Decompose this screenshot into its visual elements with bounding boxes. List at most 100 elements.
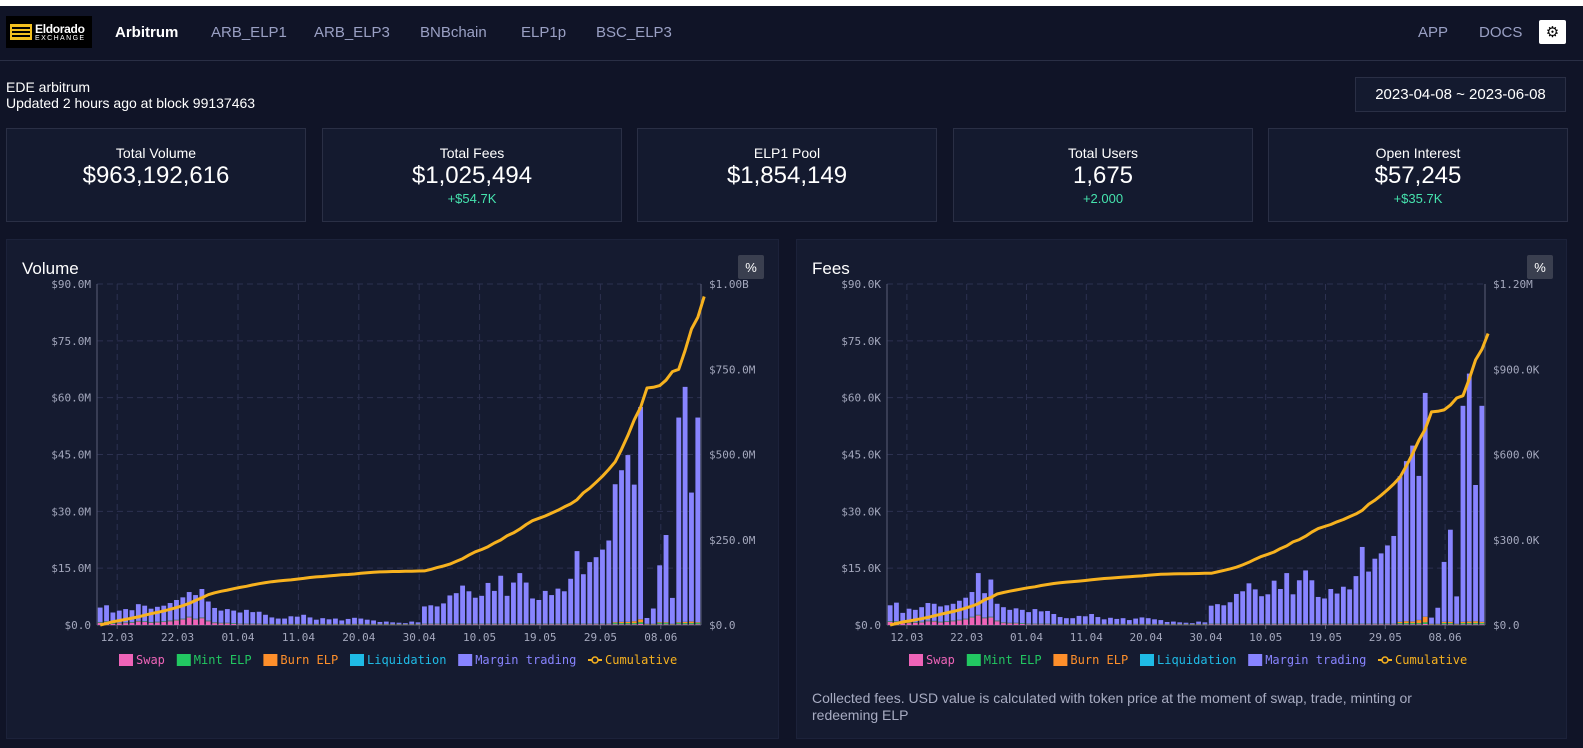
bar-swap [1347, 624, 1353, 625]
bar-swap [574, 624, 580, 625]
legend-label: Cumulative [1395, 653, 1467, 667]
bar-swap [1233, 624, 1239, 625]
chart-title: Volume [22, 259, 79, 278]
bar-burn-elp [1403, 621, 1409, 624]
bar-swap [1246, 624, 1252, 625]
bar-swap [638, 623, 644, 625]
nav-link-arbitrum[interactable]: Arbitrum [115, 24, 179, 41]
bar-margin-trading [1013, 608, 1019, 623]
x-tick-label: 08.06 [1429, 631, 1462, 644]
bar-margin-trading [1259, 596, 1264, 624]
percent-toggle-button[interactable]: % [1527, 255, 1553, 279]
percent-toggle-button[interactable]: % [738, 255, 764, 279]
bar-swap [161, 621, 167, 625]
nav-link-arb-elp3[interactable]: ARB_ELP3 [314, 24, 390, 41]
bar-swap [1296, 624, 1302, 625]
bar-swap [568, 624, 574, 625]
bar-margin-trading [371, 620, 376, 624]
bar-margin-trading [1429, 617, 1434, 624]
bar-swap [1278, 624, 1283, 625]
nav-link-arb-elp1[interactable]: ARB_ELP1 [211, 24, 287, 41]
legend-label: Mint ELP [194, 653, 252, 667]
bar-margin-trading [339, 620, 345, 624]
bar-swap [1013, 623, 1019, 625]
bar-margin-trading [1328, 589, 1334, 624]
y-right-tick-label: $600.0K [1493, 449, 1540, 462]
bar-margin-trading [205, 601, 211, 621]
y-right-tick-label: $1.20M [1493, 278, 1533, 291]
legend-label: Swap [926, 653, 955, 667]
y-right-tick-label: $300.0K [1493, 534, 1540, 547]
bar-mint-elp [631, 623, 637, 625]
bar-mint-elp [676, 623, 682, 625]
bar-margin-trading [1038, 611, 1044, 624]
cumulative-line [889, 333, 1490, 627]
theme-toggle-button[interactable]: ⚙ [1539, 20, 1566, 44]
bar-margin-trading [1158, 620, 1164, 624]
bar-swap [135, 621, 141, 625]
stat-label: Total Volume [115, 145, 197, 161]
bar-margin-trading [969, 592, 975, 617]
bar-margin-trading [1221, 605, 1227, 624]
chart-title: Fees [812, 259, 850, 278]
bar-swap [1303, 624, 1308, 625]
bar-margin-trading [1296, 580, 1302, 624]
eldorado-logo[interactable]: Eldorado EXCHANGE [6, 16, 92, 48]
bar-margin-trading [568, 578, 574, 624]
stat-card-total-volume: Total Volume $963,192,616 [6, 128, 306, 222]
bar-margin-trading [243, 609, 249, 624]
bar-margin-trading [453, 593, 459, 624]
bar-margin-trading [377, 621, 383, 624]
bar-burn-elp [631, 621, 637, 624]
bar-margin-trading [1340, 586, 1346, 624]
legend-label: Mint ELP [984, 653, 1042, 667]
nav-link-app[interactable]: APP [1418, 24, 1449, 41]
bar-margin-trading [1076, 615, 1082, 624]
bar-mint-elp [1473, 623, 1478, 625]
bar-margin-trading [894, 602, 899, 622]
bar-margin-trading [1215, 604, 1220, 624]
bar-swap [912, 622, 918, 625]
stat-card-elp1-pool: ELP1 Pool $1,854,149 [637, 128, 937, 222]
nav-link-elp1p[interactable]: ELP1p [521, 24, 567, 41]
bar-mint-elp [1441, 623, 1447, 625]
bar-swap [1271, 624, 1277, 625]
bar-swap [530, 624, 535, 625]
stat-value: $57,245 [1374, 162, 1462, 189]
y-left-tick-label: $75.0K [841, 335, 881, 348]
bar-margin-trading [402, 623, 408, 624]
nav-link-bsc-elp3[interactable]: BSC_ELP3 [596, 24, 672, 41]
bar-swap [1378, 624, 1384, 625]
bar-swap [676, 624, 682, 625]
nav-link-bnbchain[interactable]: BNBchain [420, 24, 487, 41]
bar-margin-trading [491, 590, 497, 624]
bar-margin-trading [1416, 475, 1422, 620]
gear-icon: ⚙ [1545, 24, 1560, 41]
bar-margin-trading [466, 591, 472, 624]
bar-margin-trading [1385, 545, 1390, 624]
date-range-picker[interactable]: 2023-04-08 ~ 2023-06-08 [1355, 77, 1566, 112]
bar-margin-trading [887, 605, 893, 622]
bar-margin-trading [561, 591, 567, 624]
bar-burn-elp [638, 619, 644, 623]
bar-margin-trading [657, 565, 663, 623]
nav-link-docs[interactable]: DOCS [1479, 24, 1523, 41]
bar-swap [237, 624, 243, 625]
x-tick-label: 11.04 [282, 631, 315, 644]
bar-margin-trading [1133, 618, 1139, 624]
legend-marker [1140, 654, 1154, 666]
bar-swap [491, 624, 497, 625]
bar-swap [1422, 623, 1428, 625]
bar-margin-trading [1303, 570, 1308, 624]
bar-swap [600, 624, 605, 625]
bar-margin-trading [250, 612, 256, 624]
bar-margin-trading [536, 599, 542, 624]
x-tick-label: 12.03 [101, 631, 134, 644]
bar-swap [167, 621, 173, 625]
bar-swap [944, 621, 950, 625]
bar-swap [186, 617, 192, 625]
bar-swap [517, 624, 523, 625]
bar-margin-trading [307, 617, 313, 624]
bar-margin-trading [682, 386, 688, 622]
bar-swap [1460, 624, 1466, 625]
